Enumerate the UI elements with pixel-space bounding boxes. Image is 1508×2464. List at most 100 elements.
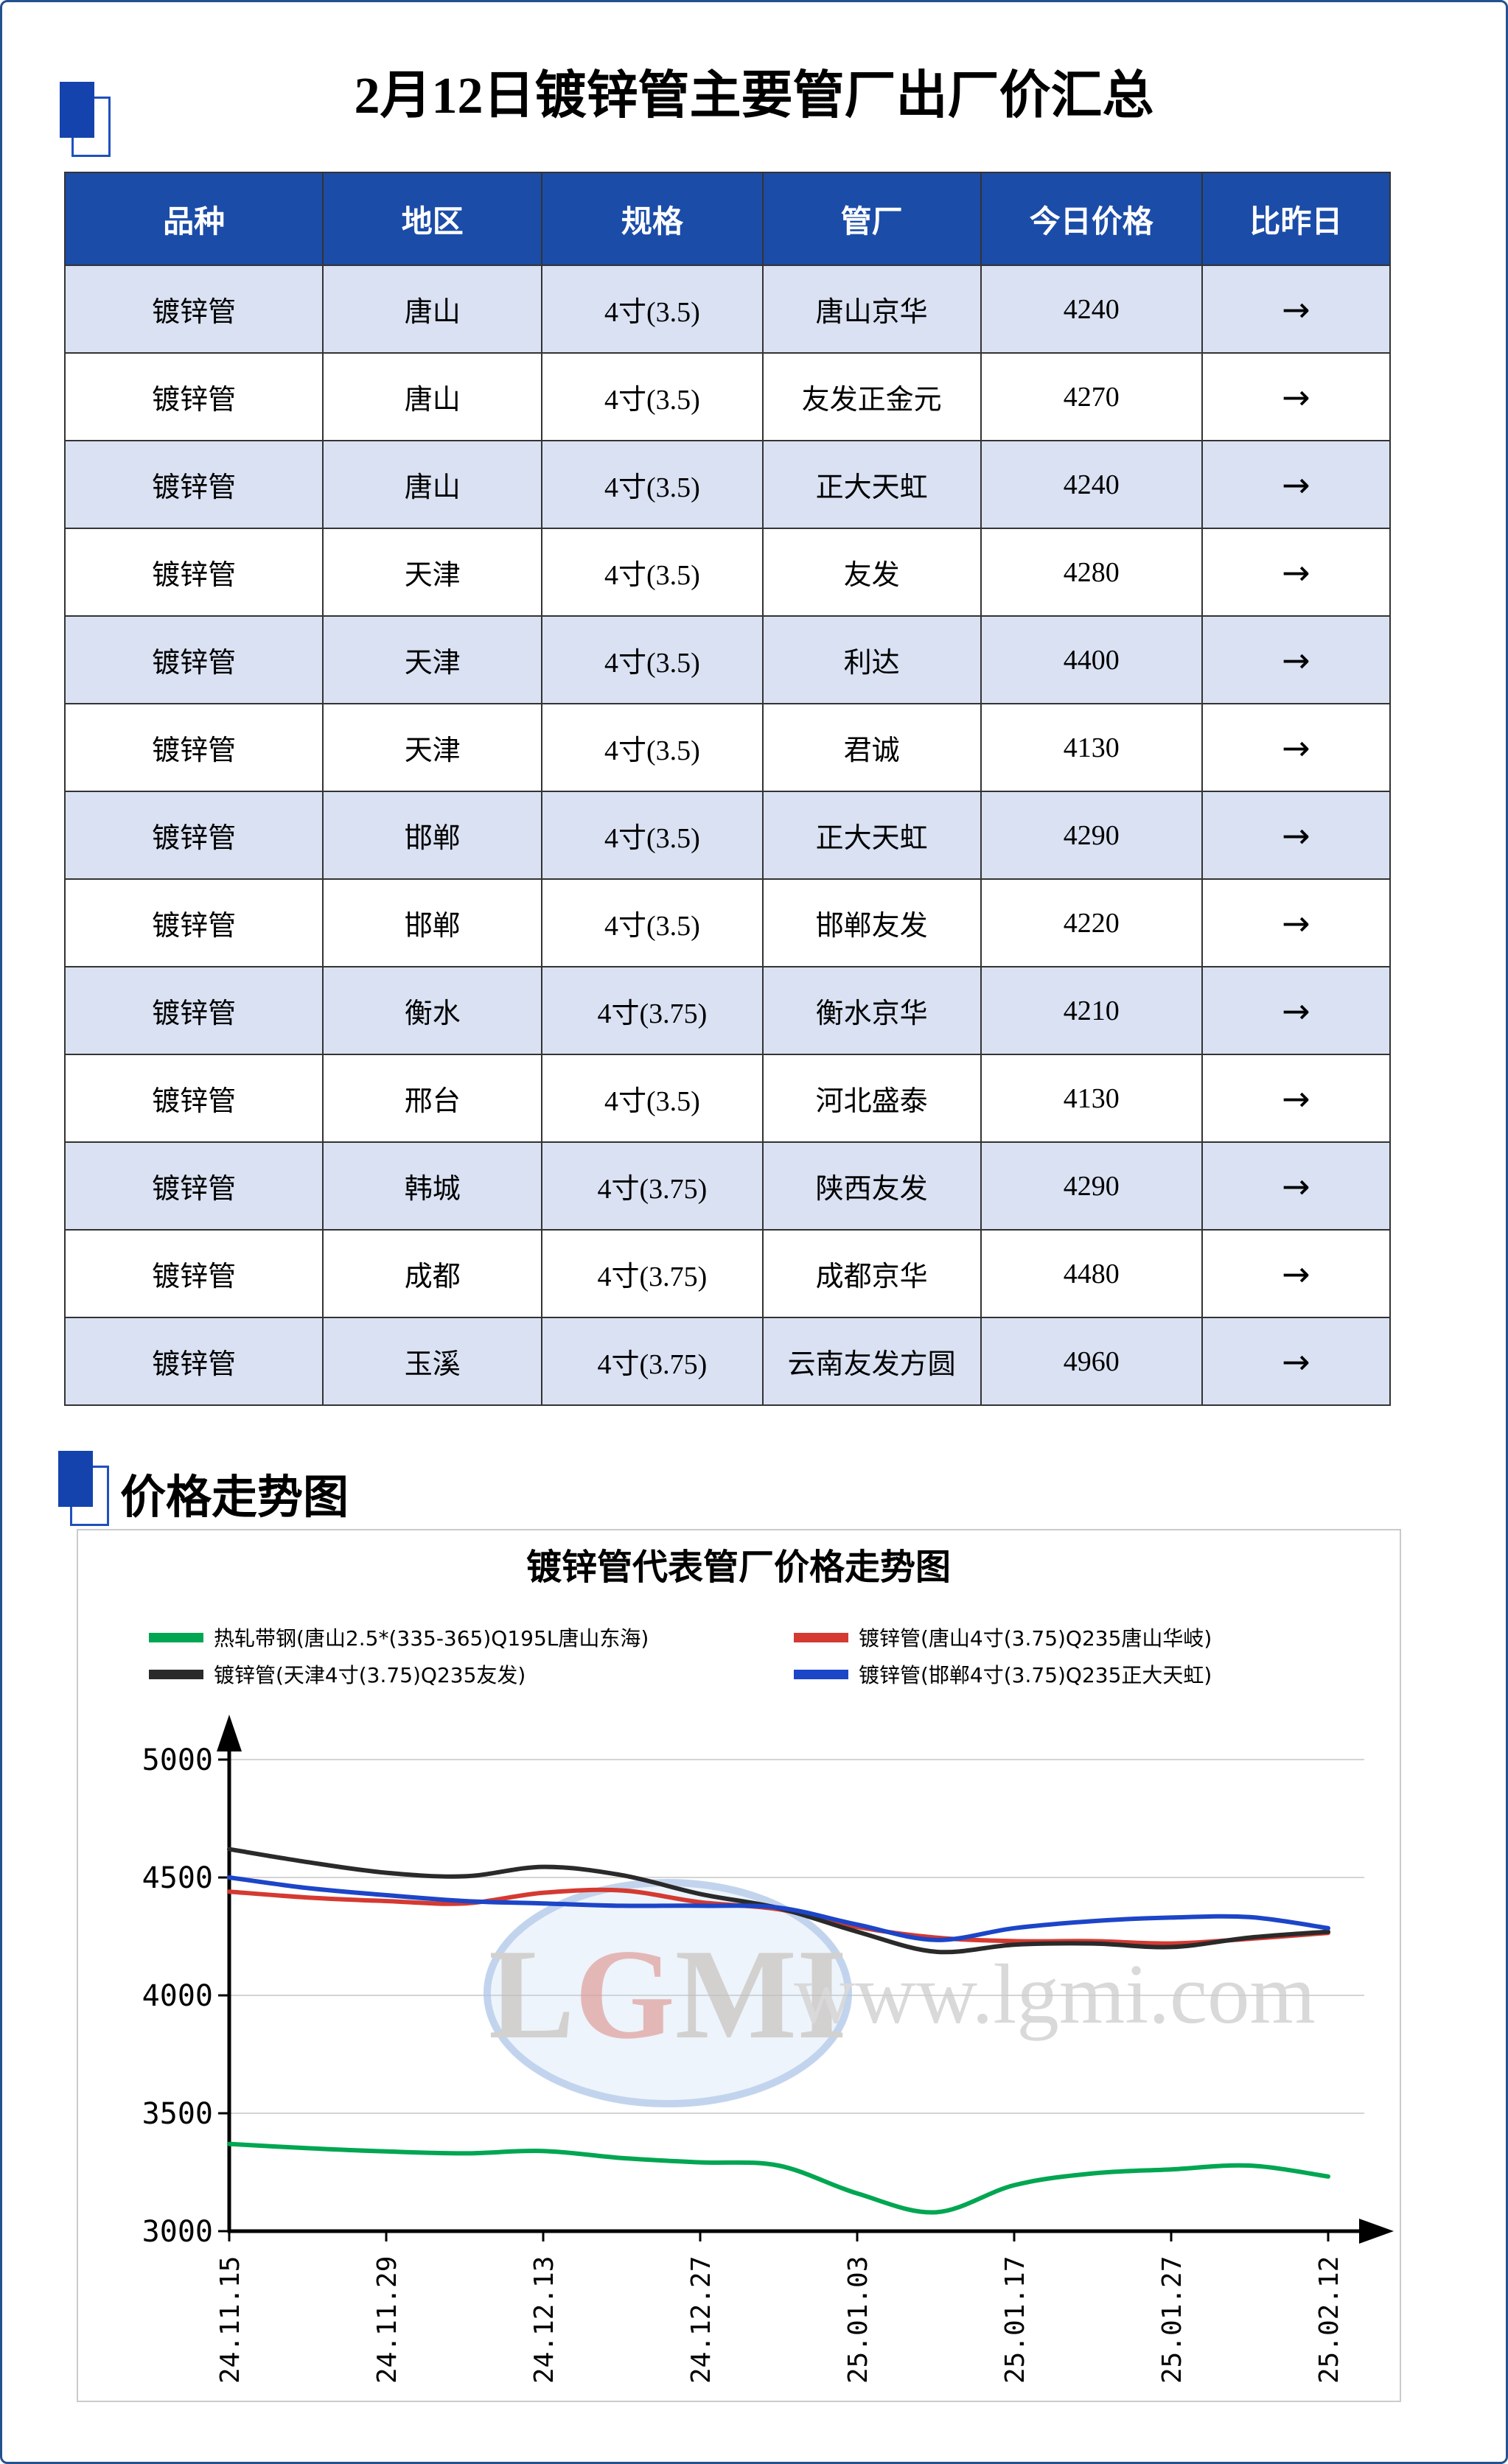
table-cell: 唐山京华	[761, 265, 982, 354]
trend-arrow-cell: →	[1201, 703, 1392, 792]
table-cell: 正大天虹	[761, 791, 982, 880]
table-cell: 4寸(3.5)	[541, 265, 764, 354]
trend-arrow-cell: →	[1201, 440, 1392, 529]
table-cell: 邢台	[322, 1054, 543, 1143]
table-cell: 4480	[980, 1229, 1203, 1318]
table-cell: 唐山	[322, 440, 543, 529]
table-cell: 衡水	[322, 966, 543, 1055]
price-table: 品种 地区 规格 管厂 今日价格 比昨日 镀锌管 唐山 4寸(3.5) 唐山京华 4240 → 镀锌管…	[63, 172, 1392, 1406]
table-cell: 4寸(3.5)	[541, 1054, 764, 1143]
table-cell: 镀锌管	[63, 352, 324, 441]
trend-arrow-cell: →	[1201, 615, 1392, 704]
lgmi-logo-text: LGMI	[489, 1922, 847, 2065]
table-cell: 4130	[980, 1054, 1203, 1143]
legend-swatch	[149, 1633, 203, 1642]
table-cell: 唐山	[322, 265, 543, 354]
table-cell: 唐山	[322, 352, 543, 441]
table-row: 镀锌管 唐山 4寸(3.5) 友发正金元 4270 →	[63, 352, 1392, 441]
table-cell: 镀锌管	[63, 878, 324, 967]
table-row: 镀锌管 唐山 4寸(3.5) 正大天虹 4240 →	[63, 440, 1392, 529]
table-row: 镀锌管 天津 4寸(3.5) 君诚 4130 →	[63, 703, 1392, 792]
legend-label: 镀锌管(唐山4寸(3.75)Q235唐山华岐)	[859, 1626, 1212, 1651]
table-cell: 成都	[322, 1229, 543, 1318]
table-row: 镀锌管 唐山 4寸(3.5) 唐山京华 4240 →	[63, 265, 1392, 354]
trend-arrow-cell: →	[1201, 878, 1392, 967]
title-bullet-icon	[60, 82, 111, 157]
table-cell: 4130	[980, 703, 1203, 792]
legend-label: 镀锌管(天津4寸(3.75)Q235友发)	[214, 1663, 526, 1687]
y-axis-tick-label: 3000	[142, 2215, 213, 2249]
table-cell: 镀锌管	[63, 528, 324, 617]
x-axis-tick-label: 24.12.27	[686, 2256, 716, 2384]
legend-label: 镀锌管(邯郸4寸(3.75)Q235正大天虹)	[859, 1663, 1212, 1687]
table-cell: 天津	[322, 528, 543, 617]
price-table-body: 镀锌管 唐山 4寸(3.5) 唐山京华 4240 → 镀锌管 唐山 4寸(3.5) 友发正金元 42…	[63, 265, 1392, 1406]
table-cell: 邯郸友发	[761, 878, 982, 967]
trend-arrow-cell: →	[1201, 1229, 1392, 1318]
header-row: 品种 地区 规格 管厂 今日价格 比昨日	[63, 172, 1392, 266]
table-row: 镀锌管 衡水 4寸(3.75) 衡水京华 4210 →	[63, 966, 1392, 1055]
table-cell: 利达	[761, 615, 982, 704]
column-header: 管厂	[761, 172, 982, 266]
legend-item: 镀锌管(天津4寸(3.75)Q235友发)	[149, 1663, 526, 1687]
y-axis-tick-label: 5000	[142, 1743, 213, 1777]
legend-item: 镀锌管(邯郸4寸(3.75)Q235正大天虹)	[794, 1663, 1212, 1687]
table-cell: 镀锌管	[63, 265, 324, 354]
legend-swatch	[794, 1670, 848, 1679]
series-line	[227, 1875, 1330, 1942]
table-cell: 陕西友发	[761, 1141, 982, 1231]
y-axis-tick-label: 3500	[142, 2097, 213, 2131]
page-title: 2月12日镀锌管主要管厂出厂价汇总	[354, 68, 1154, 125]
table-cell: 邯郸	[322, 791, 543, 880]
table-cell: 友发	[761, 528, 982, 617]
table-cell: 4寸(3.5)	[541, 703, 764, 792]
bullet-solid-square	[58, 1451, 93, 1507]
table-cell: 4寸(3.5)	[541, 878, 764, 967]
gridlines	[231, 1759, 1364, 2114]
trend-arrow-cell: →	[1201, 791, 1392, 880]
table-cell: 4240	[980, 440, 1203, 529]
trend-arrow-cell: →	[1201, 966, 1392, 1055]
table-cell: 4280	[980, 528, 1203, 617]
x-axis-tick-label: 24.12.13	[529, 2256, 559, 2384]
table-cell: 4220	[980, 878, 1203, 967]
legend-swatch	[149, 1670, 203, 1679]
watermark-url: www.lgmi.com	[794, 1947, 1316, 2041]
table-row: 镀锌管 天津 4寸(3.5) 利达 4400 →	[63, 615, 1392, 704]
table-row: 镀锌管 玉溪 4寸(3.75) 云南友发方圆 4960 →	[63, 1317, 1392, 1406]
table-cell: 友发正金元	[761, 352, 982, 441]
table-row: 镀锌管 邯郸 4寸(3.5) 邯郸友发 4220 →	[63, 878, 1392, 967]
x-axis-tick-label: 25.02.12	[1314, 2256, 1344, 2384]
chart-title: 镀锌管代表管厂价格走势图	[526, 1547, 951, 1588]
table-cell: 镀锌管	[63, 1054, 324, 1143]
table-cell: 4290	[980, 791, 1203, 880]
table-cell: 镀锌管	[63, 1229, 324, 1318]
column-header: 比昨日	[1201, 172, 1392, 266]
table-cell: 4寸(3.75)	[541, 1141, 764, 1231]
table-cell: 镀锌管	[63, 440, 324, 529]
table-cell: 天津	[322, 615, 543, 704]
table-row: 镀锌管 邢台 4寸(3.5) 河北盛泰 4130 →	[63, 1054, 1392, 1143]
table-cell: 镀锌管	[63, 966, 324, 1055]
price-trend-chart: 镀锌管代表管厂价格走势图热轧带钢(唐山2.5*(335-365)Q195L唐山东…	[142, 1547, 1394, 2384]
column-header: 今日价格	[980, 172, 1203, 266]
table-cell: 河北盛泰	[761, 1054, 982, 1143]
table-row: 镀锌管 成都 4寸(3.75) 成都京华 4480 →	[63, 1229, 1392, 1318]
column-header: 规格	[541, 172, 764, 266]
table-cell: 玉溪	[322, 1317, 543, 1406]
table-cell: 镀锌管	[63, 703, 324, 792]
table-cell: 正大天虹	[761, 440, 982, 529]
table-cell: 4270	[980, 352, 1203, 441]
table-row: 镀锌管 韩城 4寸(3.75) 陕西友发 4290 →	[63, 1141, 1392, 1231]
legend-item: 热轧带钢(唐山2.5*(335-365)Q195L唐山东海)	[149, 1626, 649, 1651]
x-axis-tick-label: 24.11.15	[215, 2256, 245, 2384]
table-cell: 4960	[980, 1317, 1203, 1406]
table-cell: 4寸(3.5)	[541, 615, 764, 704]
table-cell: 云南友发方圆	[761, 1317, 982, 1406]
trend-arrow-cell: →	[1201, 1141, 1392, 1231]
legend-item: 镀锌管(唐山4寸(3.75)Q235唐山华岐)	[794, 1626, 1212, 1651]
x-axis-tick-label: 25.01.03	[843, 2256, 873, 2384]
table-cell: 4寸(3.5)	[541, 440, 764, 529]
